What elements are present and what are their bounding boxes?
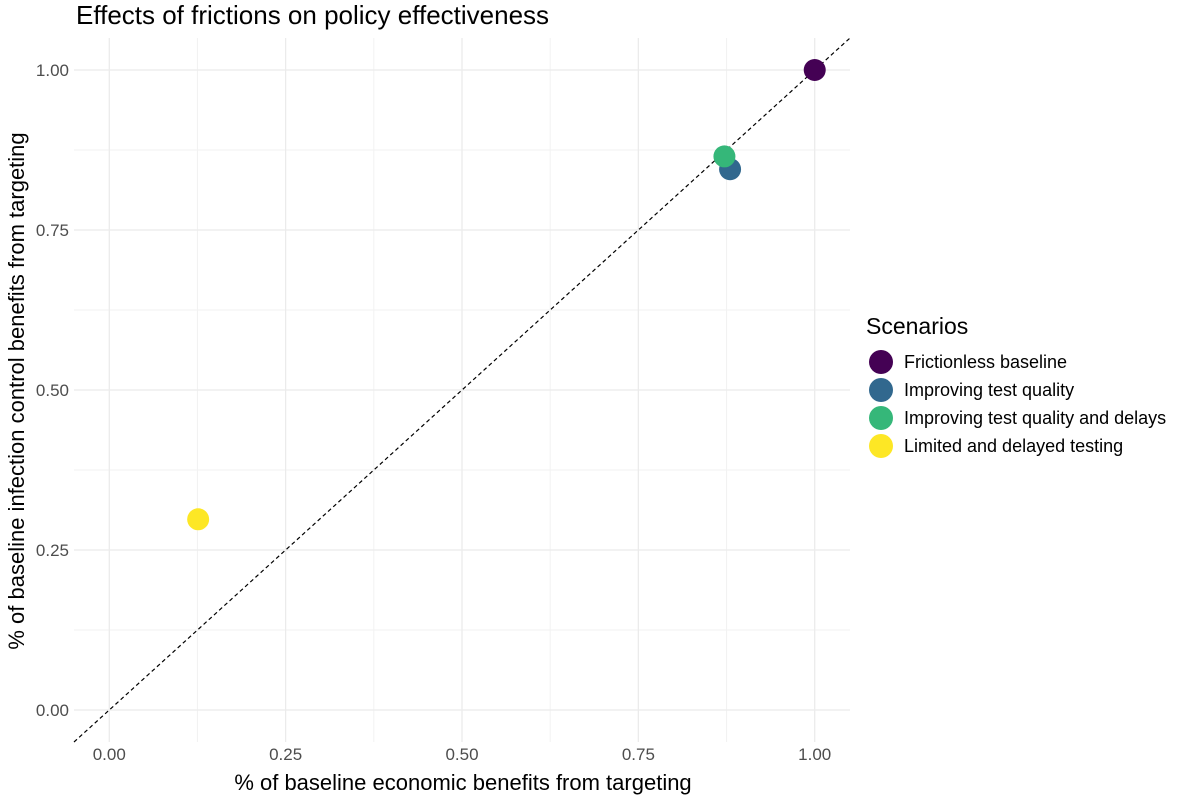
legend-swatch <box>869 434 893 458</box>
data-point <box>187 508 210 531</box>
x-tick-labels: 0.00 0.25 0.50 0.75 1.00 <box>93 745 832 764</box>
x-tick-label: 0.50 <box>445 745 478 764</box>
y-tick-label: 1.00 <box>36 61 69 80</box>
legend-item: Improving test quality <box>866 376 1166 404</box>
y-tick-labels: 0.00 0.25 0.50 0.75 1.00 <box>36 61 69 720</box>
legend: Scenarios Frictionless baseline Improving… <box>866 313 1166 460</box>
y-tick-label: 0.50 <box>36 381 69 400</box>
legend-label: Frictionless baseline <box>904 351 1068 372</box>
y-tick-label: 0.75 <box>36 221 69 240</box>
legend-item: Frictionless baseline <box>866 348 1166 376</box>
x-tick-label: 0.25 <box>269 745 302 764</box>
y-tick-label: 0.25 <box>36 541 69 560</box>
legend-swatch <box>869 406 893 430</box>
legend-label: Limited and delayed testing <box>904 435 1124 456</box>
x-tick-label: 0.75 <box>622 745 655 764</box>
data-points <box>187 59 826 531</box>
legend-label: Improving test quality and delays <box>904 407 1167 428</box>
data-point <box>713 145 736 168</box>
legend-item: Limited and delayed testing <box>866 432 1166 460</box>
chart-title: Effects of frictions on policy effective… <box>76 0 550 30</box>
data-point <box>803 59 826 81</box>
x-tick-label: 0.00 <box>93 745 126 764</box>
x-axis-label: % of baseline economic benefits from tar… <box>234 770 691 795</box>
legend-title: Scenarios <box>866 313 969 339</box>
x-tick-label: 1.00 <box>798 745 831 764</box>
y-tick-label: 0.00 <box>36 701 69 720</box>
legend-swatch <box>869 350 893 374</box>
legend-item: Improving test quality and delays <box>866 404 1166 432</box>
major-gridlines <box>74 38 850 742</box>
legend-label: Improving test quality <box>904 379 1075 400</box>
y-axis-label: % of baseline infection control benefits… <box>4 132 29 649</box>
legend-swatch <box>869 378 893 402</box>
